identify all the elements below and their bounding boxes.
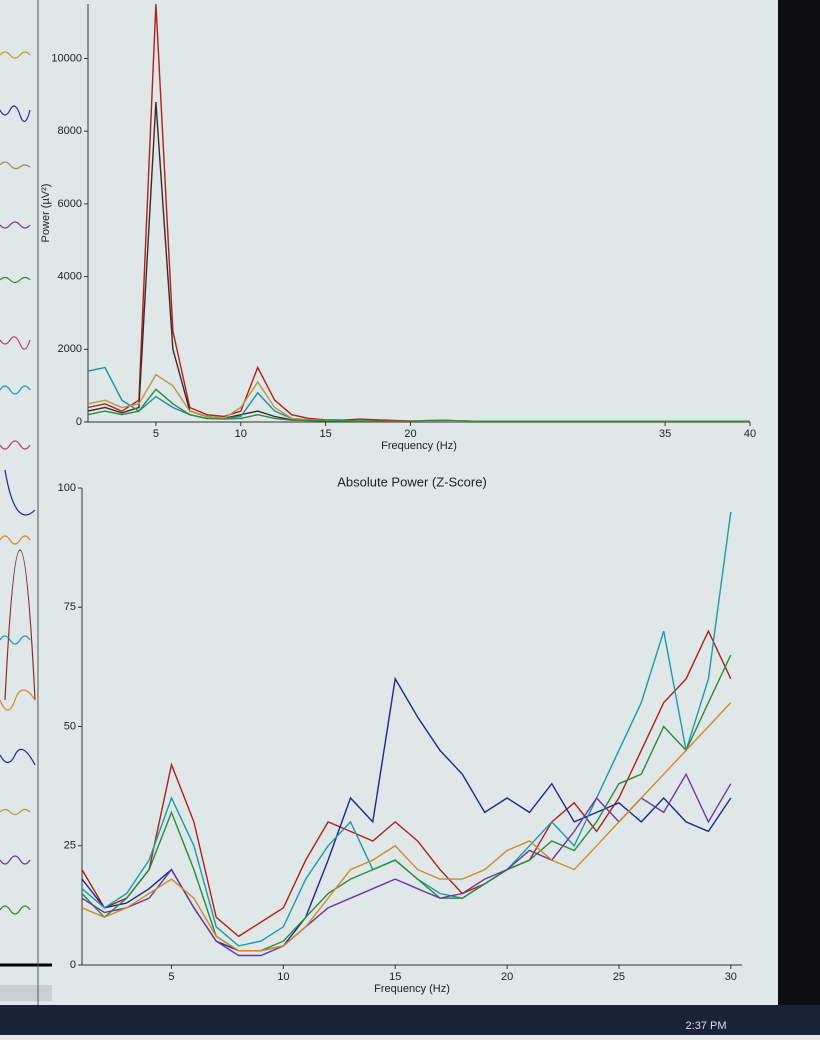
chart-title: Absolute Power (Z-Score)	[337, 474, 487, 489]
eeg-trace	[0, 748, 36, 766]
y-tick-label: 50	[64, 720, 76, 732]
clock: 2:37 PM	[686, 1020, 727, 1032]
x-axis-label: Frequency (Hz)	[374, 983, 450, 995]
eeg-trace	[0, 105, 31, 122]
x-tick-label: 40	[744, 428, 756, 440]
taskbar	[0, 1005, 820, 1035]
y-tick-label: 8000	[58, 125, 82, 137]
eeg-trace	[0, 808, 31, 816]
y-tick-label: 75	[64, 601, 76, 613]
y-tick-label: 6000	[58, 198, 82, 210]
eeg-trace	[0, 161, 31, 170]
eeg-trace	[0, 905, 31, 915]
y-tick-label: 25	[64, 840, 76, 852]
x-tick-label: 30	[725, 971, 737, 983]
eeg-trace	[0, 689, 36, 711]
eeg-trace	[0, 440, 31, 450]
eeg-trace	[0, 221, 31, 229]
x-tick-label: 25	[613, 971, 625, 983]
y-axis-label: Power (µV²)	[40, 184, 52, 243]
x-tick-label: 35	[659, 428, 671, 440]
eeg-trace	[0, 336, 31, 350]
x-tick-label: 5	[153, 428, 159, 440]
x-tick-label: 20	[501, 971, 513, 983]
eeg-trace	[0, 51, 31, 59]
eeg-trace	[0, 385, 31, 395]
x-tick-label: 10	[277, 971, 289, 983]
scrollbar[interactable]	[0, 985, 52, 1001]
y-tick-label: 2000	[58, 343, 82, 355]
series-line	[81, 702, 732, 952]
series-line	[81, 629, 732, 938]
y-tick-label: 4000	[58, 271, 82, 283]
x-tick-label: 10	[235, 428, 247, 440]
x-tick-label: 5	[168, 971, 174, 983]
eeg-trace	[0, 276, 31, 284]
monitor-bezel	[778, 0, 820, 1035]
eeg-trace	[4, 549, 36, 701]
series-line	[87, 388, 750, 422]
y-tick-label: 10000	[51, 52, 82, 64]
eeg-trace-panel	[0, 51, 52, 1001]
x-tick-label: 15	[389, 971, 401, 983]
x-tick-label: 15	[320, 428, 332, 440]
eeg-trace	[0, 855, 31, 865]
eeg-trace	[0, 535, 31, 545]
y-tick-label: 100	[58, 482, 76, 494]
series-line	[81, 654, 732, 952]
y-tick-label: 0	[70, 959, 76, 971]
y-tick-label: 0	[76, 416, 82, 428]
x-axis-label: Frequency (Hz)	[381, 440, 457, 452]
eeg-trace	[0, 635, 31, 645]
x-tick-label: 20	[404, 428, 416, 440]
eeg-trace	[4, 469, 36, 516]
